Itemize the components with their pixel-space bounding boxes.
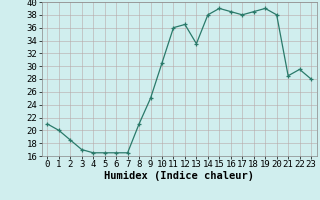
X-axis label: Humidex (Indice chaleur): Humidex (Indice chaleur)	[104, 171, 254, 181]
